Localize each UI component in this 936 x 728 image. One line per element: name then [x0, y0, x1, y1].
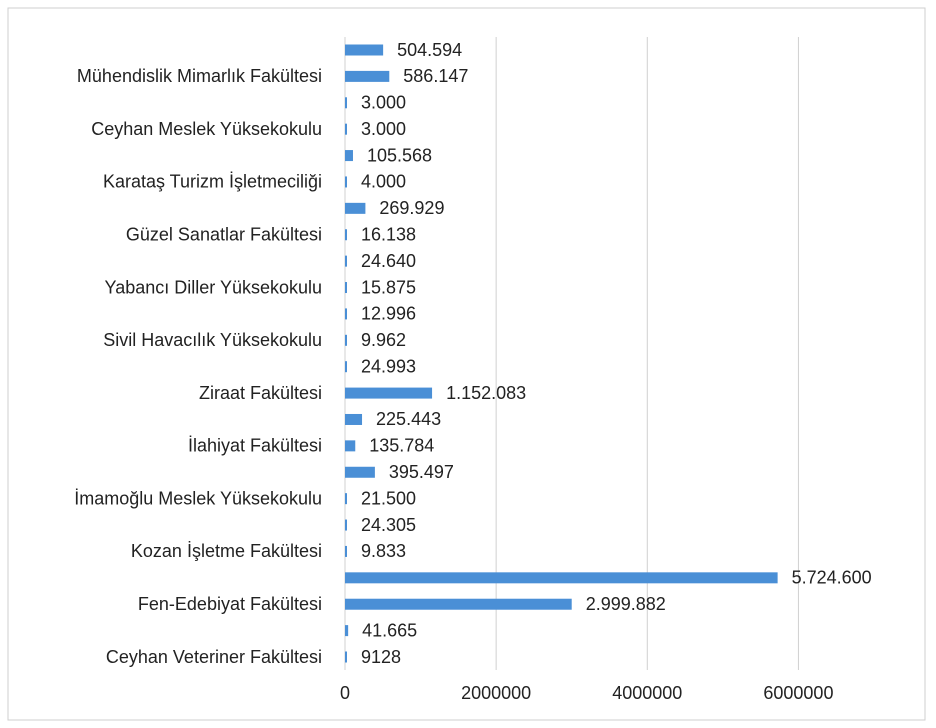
bar [345, 150, 353, 162]
data-label: 9.962 [361, 330, 406, 350]
bar [345, 70, 390, 82]
y-tick-label: Kozan İşletme Fakültesi [131, 541, 322, 561]
y-tick-label: Sivil Havacılık Yüksekokulu [103, 330, 322, 350]
y-tick-label: Ceyhan Veteriner Fakültesi [106, 647, 322, 667]
data-label: 3.000 [361, 119, 406, 139]
bar [345, 625, 349, 637]
x-tick-label: 6000000 [763, 683, 833, 703]
x-tick-label: 2000000 [461, 683, 531, 703]
y-tick-label: Ceyhan Meslek Yüksekokulu [91, 119, 322, 139]
bar [345, 176, 347, 188]
bar [345, 361, 347, 373]
data-label: 16.138 [361, 224, 416, 244]
y-tick-label: Karataş Turizm İşletmeciliği [103, 172, 322, 192]
data-label: 12.996 [361, 304, 416, 324]
y-tick-label: Güzel Sanatlar Fakültesi [126, 224, 322, 244]
bar [345, 282, 347, 294]
bar [345, 334, 347, 346]
bar [345, 387, 433, 399]
bar [345, 229, 347, 241]
y-tick-label: Ziraat Fakültesi [199, 383, 322, 403]
bar [345, 44, 384, 56]
bar [345, 255, 347, 267]
data-label: 504.594 [397, 40, 462, 60]
bar [345, 493, 347, 505]
data-label: 21.500 [361, 488, 416, 508]
bar [345, 308, 347, 320]
data-label: 269.929 [379, 198, 444, 218]
x-tick-label: 0 [340, 683, 350, 703]
data-label: 135.784 [369, 436, 434, 456]
data-label: 9.833 [361, 541, 406, 561]
chart-frame [7, 7, 926, 721]
bar [345, 545, 347, 557]
y-tick-label: Yabancı Diller Yüksekokulu [105, 277, 322, 297]
bar [345, 572, 778, 584]
data-label: 24.640 [361, 251, 416, 271]
x-tick-label: 4000000 [612, 683, 682, 703]
bar [345, 202, 366, 214]
data-label: 9128 [361, 647, 401, 667]
data-label: 2.999.882 [586, 594, 666, 614]
data-label: 24.305 [361, 515, 416, 535]
data-label: 4.000 [361, 172, 406, 192]
bar [345, 413, 363, 425]
data-label: 24.993 [361, 356, 416, 376]
y-tick-label: Mühendislik Mimarlık Fakültesi [77, 66, 322, 86]
bar [345, 651, 347, 663]
y-tick-label: İlahiyat Fakültesi [188, 436, 322, 456]
bar [345, 519, 347, 531]
data-label: 5.724.600 [792, 568, 872, 588]
bar [345, 466, 375, 478]
bar [345, 97, 347, 109]
data-label: 586.147 [403, 66, 468, 86]
data-label: 1.152.083 [446, 383, 526, 403]
y-tick-label: İmamoğlu Meslek Yüksekokulu [74, 488, 322, 508]
bar [345, 123, 347, 135]
data-label: 3.000 [361, 93, 406, 113]
data-label: 41.665 [362, 620, 417, 640]
bar [345, 440, 356, 452]
data-label: 105.568 [367, 145, 432, 165]
data-label: 395.497 [389, 462, 454, 482]
bar [345, 598, 572, 610]
data-label: 15.875 [361, 277, 416, 297]
data-label: 225.443 [376, 409, 441, 429]
y-tick-label: Fen-Edebiyat Fakültesi [138, 594, 322, 614]
